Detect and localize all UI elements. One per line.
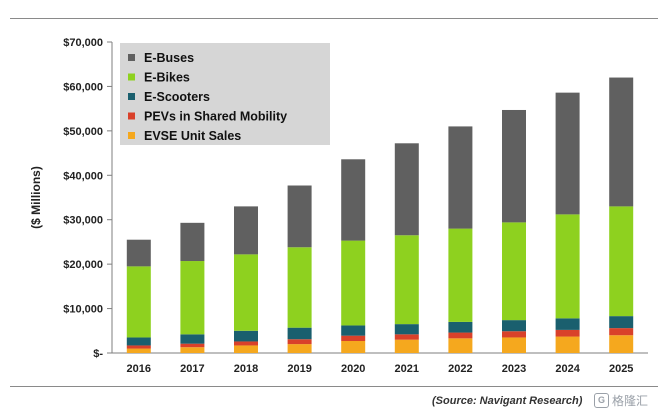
bar-evse-unit-sales-2024 — [555, 336, 580, 353]
bar-evse-unit-sales-2019 — [287, 344, 312, 353]
bar-evse-unit-sales-2020 — [341, 341, 366, 353]
watermark-text: 格隆汇 — [612, 394, 649, 408]
x-tick-label: 2022 — [448, 363, 472, 375]
y-tick-label: $- — [93, 348, 103, 360]
bar-e-scooters-2018 — [234, 330, 258, 342]
bar-e-bikes-2020 — [341, 240, 366, 326]
bar-e-bikes-2025 — [609, 206, 634, 317]
x-tick-label: 2025 — [609, 363, 633, 375]
bar-evse-unit-sales-2021 — [394, 339, 419, 353]
bar-evse-unit-sales-2016 — [126, 348, 151, 353]
x-tick-label: 2021 — [395, 363, 419, 375]
y-tick-label: $50,000 — [63, 126, 103, 138]
legend-label: E-Bikes — [144, 71, 190, 85]
top-rule — [10, 18, 658, 19]
bar-e-scooters-2024 — [555, 318, 580, 330]
bar-pevs-in-shared-mobility-2023 — [502, 331, 526, 338]
y-axis-title: ($ Millions) — [29, 166, 43, 229]
y-tick-label: $40,000 — [63, 170, 103, 182]
bar-pevs-in-shared-mobility-2020 — [341, 335, 366, 342]
legend-swatch — [128, 54, 135, 61]
x-tick-label: 2017 — [180, 363, 204, 375]
bar-e-scooters-2022 — [448, 321, 473, 333]
bar-pevs-in-shared-mobility-2024 — [555, 329, 580, 337]
bar-e-buses-2016 — [126, 239, 151, 267]
x-tick-label: 2016 — [127, 363, 151, 375]
bar-evse-unit-sales-2023 — [502, 337, 526, 353]
bar-e-buses-2023 — [502, 109, 526, 223]
bar-e-buses-2021 — [394, 143, 419, 236]
bottom-rule — [10, 386, 658, 387]
bar-e-bikes-2017 — [180, 261, 205, 335]
x-tick-label: 2019 — [287, 363, 311, 375]
bar-e-buses-2025 — [609, 77, 634, 207]
legend-label: E-Scooters — [144, 90, 210, 104]
bar-pevs-in-shared-mobility-2025 — [609, 328, 634, 336]
bar-e-bikes-2016 — [126, 266, 151, 338]
y-tick-label: $60,000 — [63, 81, 103, 93]
bar-e-buses-2022 — [448, 126, 473, 229]
y-tick-label: $20,000 — [63, 259, 103, 271]
x-tick-label: 2024 — [555, 363, 580, 375]
bar-e-scooters-2020 — [341, 325, 366, 336]
bar-e-scooters-2021 — [394, 324, 419, 335]
legend-label: EVSE Unit Sales — [144, 129, 241, 143]
bar-e-bikes-2024 — [555, 214, 580, 319]
bar-e-buses-2018 — [234, 206, 258, 255]
watermark: G 格隆汇 — [594, 392, 648, 409]
bar-e-scooters-2025 — [609, 316, 634, 329]
bar-e-bikes-2019 — [287, 247, 312, 328]
watermark-logo-icon: G — [594, 393, 609, 408]
legend-swatch — [128, 73, 135, 81]
legend-swatch — [128, 132, 135, 139]
y-tick-label: $10,000 — [63, 304, 103, 316]
bar-e-buses-2017 — [180, 222, 205, 262]
x-tick-label: 2020 — [341, 363, 365, 375]
source-note: (Source: Navigant Research) — [432, 395, 583, 407]
bar-e-buses-2019 — [287, 185, 312, 248]
bar-e-bikes-2018 — [234, 254, 258, 331]
bar-pevs-in-shared-mobility-2018 — [234, 341, 258, 346]
bar-e-scooters-2019 — [287, 327, 312, 340]
x-tick-label: 2023 — [502, 363, 526, 375]
bar-pevs-in-shared-mobility-2017 — [180, 343, 205, 348]
x-tick-label: 2018 — [234, 363, 258, 375]
bar-e-bikes-2021 — [394, 235, 419, 325]
bar-e-buses-2020 — [341, 159, 366, 241]
bar-evse-unit-sales-2025 — [609, 335, 634, 353]
legend-box — [120, 43, 330, 145]
bar-evse-unit-sales-2018 — [234, 345, 258, 353]
bar-e-buses-2024 — [555, 92, 580, 215]
bar-pevs-in-shared-mobility-2022 — [448, 332, 473, 339]
bar-e-bikes-2022 — [448, 228, 473, 322]
bar-evse-unit-sales-2017 — [180, 347, 205, 353]
y-tick-label: $30,000 — [63, 215, 103, 227]
bar-pevs-in-shared-mobility-2021 — [394, 334, 419, 340]
y-tick-label: $70,000 — [63, 37, 103, 49]
bar-pevs-in-shared-mobility-2016 — [126, 345, 151, 349]
bar-e-bikes-2023 — [502, 222, 526, 321]
bar-e-scooters-2023 — [502, 320, 526, 332]
bar-e-scooters-2017 — [180, 334, 205, 344]
bar-pevs-in-shared-mobility-2019 — [287, 339, 312, 345]
legend-swatch — [128, 112, 135, 120]
bar-evse-unit-sales-2022 — [448, 338, 473, 353]
legend-label: E-Buses — [144, 51, 194, 65]
legend-swatch — [128, 93, 135, 100]
bar-e-scooters-2016 — [126, 337, 151, 346]
legend-label: PEVs in Shared Mobility — [144, 110, 287, 124]
